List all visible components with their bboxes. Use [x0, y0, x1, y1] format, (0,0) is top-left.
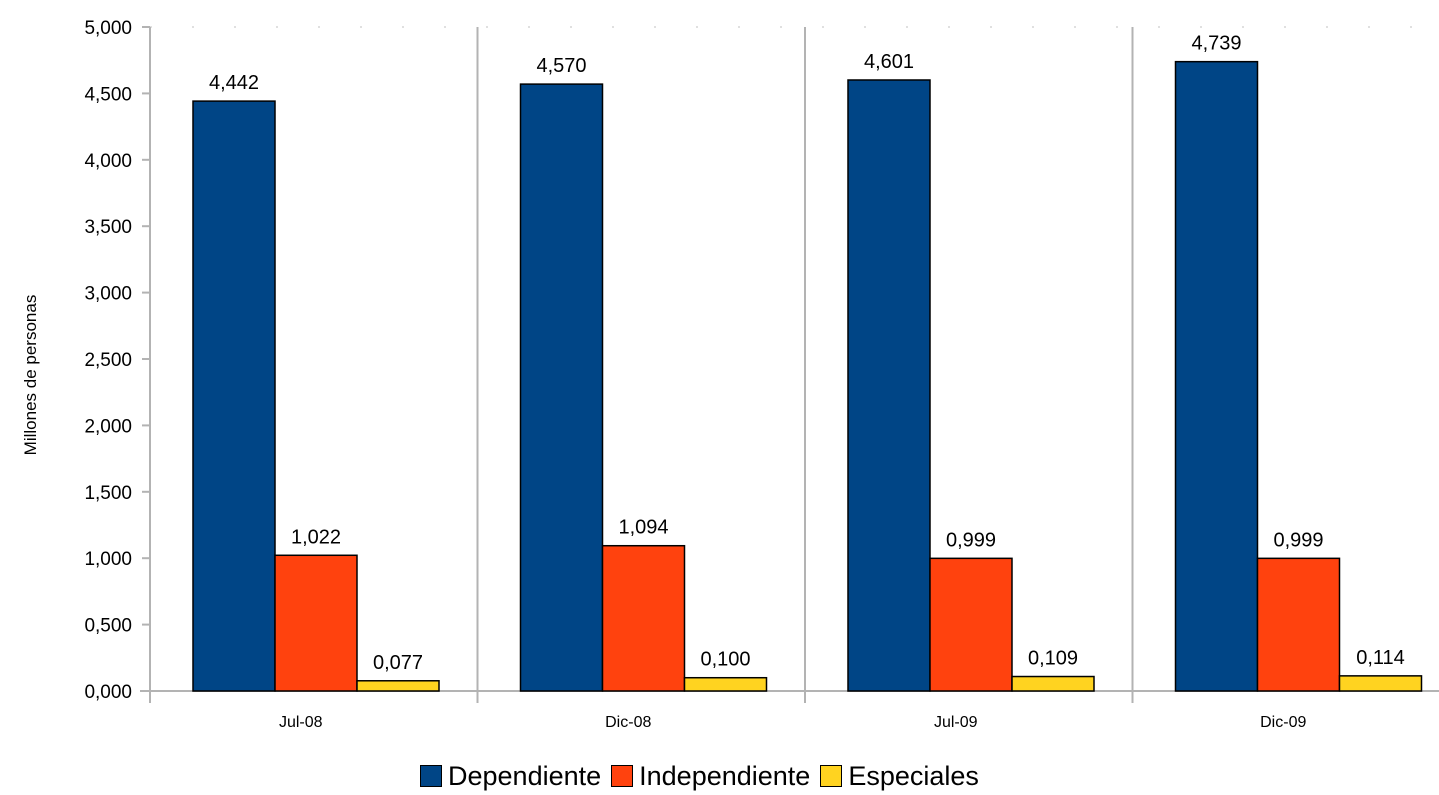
data-label: 4,570	[536, 55, 586, 77]
data-label: 0,114	[1356, 647, 1405, 669]
data-label: 0,999	[1273, 529, 1323, 551]
legend-item: Dependiente	[420, 761, 601, 792]
bar-independiente	[274, 554, 358, 692]
y-tick-label: 1,000	[84, 549, 132, 570]
y-tick-label: 3,500	[84, 217, 132, 238]
legend: Dependiente Independiente Especiales	[420, 760, 989, 792]
grid-layer	[150, 26, 1439, 703]
bar-especiales	[1338, 675, 1423, 692]
y-tick-label: 5,000	[84, 18, 132, 39]
y-axis-title: Millones de personas	[21, 295, 40, 456]
legend-swatch	[420, 765, 442, 787]
x-tick-label: Dic-09	[1260, 714, 1306, 731]
data-label: 4,442	[209, 72, 259, 94]
data-label: 1,022	[291, 526, 341, 548]
legend-swatch	[820, 765, 843, 787]
x-tick-label: Jul-09	[934, 714, 978, 731]
y-tick-label: 3,000	[84, 284, 132, 305]
bar-independiente	[601, 544, 686, 692]
bar-dependiente	[192, 100, 276, 692]
bar-dependiente	[847, 79, 931, 692]
data-label: 0,100	[700, 649, 750, 671]
y-tick-label: 1,500	[84, 483, 132, 504]
legend-label: Independiente	[639, 760, 811, 791]
bar-independiente	[929, 557, 1013, 692]
y-tick-label: 4,500	[84, 84, 132, 105]
bar-especiales	[356, 680, 440, 692]
legend-item: Independiente	[611, 761, 810, 792]
bar-dependiente	[1174, 60, 1259, 692]
bars-layer	[192, 60, 1423, 692]
legend-label: Dependiente	[448, 760, 602, 791]
y-tick-label: 4,000	[84, 151, 132, 172]
y-tick-label: 0,000	[84, 682, 132, 703]
bar-dependiente	[519, 83, 604, 692]
legend-label: Especiales	[848, 760, 979, 791]
data-label: 1,094	[618, 517, 668, 539]
legend-swatch	[611, 765, 634, 787]
data-label: 0,109	[1028, 648, 1078, 670]
y-tick-label: 2,500	[84, 350, 132, 371]
x-tick-label: Jul-08	[279, 714, 323, 731]
data-label: 0,077	[373, 652, 423, 674]
axis-layer: 0,000 0,500 1,000 1,500 2,000 2,500 3,000 3,500…	[84, 18, 1439, 703]
data-label: 4,601	[864, 51, 914, 73]
bar-especiales	[1011, 675, 1095, 692]
y-tick-label: 2,000	[84, 416, 132, 437]
legend-item: Especiales	[820, 761, 979, 792]
labels-layer: Jul-08 Dic-08 Jul-09 Dic-09 4,442 1,022 0,077 4…	[209, 33, 1405, 731]
x-tick-label: Dic-08	[605, 714, 651, 731]
y-tick-label: 0,500	[84, 616, 132, 637]
bar-independiente	[1256, 557, 1341, 692]
data-label: 0,999	[946, 529, 996, 551]
bar-especiales	[683, 676, 768, 692]
data-label: 4,739	[1191, 33, 1241, 55]
